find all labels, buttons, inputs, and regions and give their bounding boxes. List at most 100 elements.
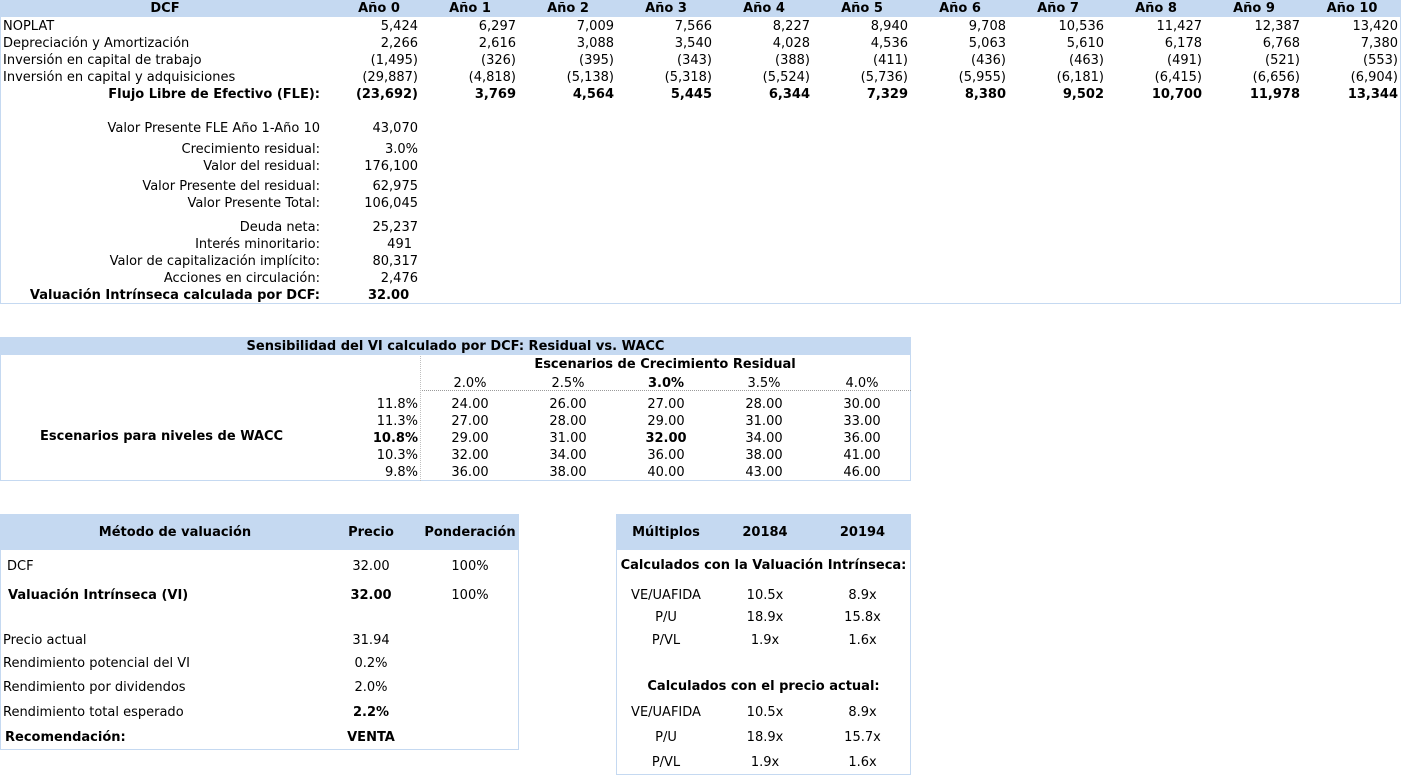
sensitivity-cell: 24.00 <box>451 397 489 412</box>
dcf-cell: 3,769 <box>474 87 516 102</box>
multiples-year2: 1.6x <box>848 755 877 770</box>
dcf-cell: (4,818) <box>468 70 516 85</box>
multiples-year1: 18.9x <box>746 610 784 625</box>
multiples-label: P/VL <box>651 755 681 770</box>
dcf-cell: 9,708 <box>968 19 1006 34</box>
dcf-summary-value: 25,237 <box>372 220 419 235</box>
dcf-cell: 7,380 <box>1360 36 1398 51</box>
dcf-year-header: Año 8 <box>1135 1 1177 16</box>
valuation-detail-label: Recomendación: <box>5 730 126 745</box>
valuation-price: 32.00 <box>352 559 390 574</box>
dcf-cell: (5,955) <box>958 70 1006 85</box>
dcf-cell: 8,940 <box>870 19 908 34</box>
multiples-year2: 15.8x <box>844 610 881 625</box>
sensitivity-vertical-divider <box>420 356 421 481</box>
dcf-cell: 9,502 <box>1062 87 1104 102</box>
sensitivity-cell: 36.00 <box>647 448 685 463</box>
multiples-label: P/U <box>655 730 677 745</box>
valuation-weight: 100% <box>451 559 489 574</box>
multiples-label: P/U <box>655 610 677 625</box>
dcf-year-header: Año 0 <box>358 1 400 16</box>
dcf-row-label: Depreciación y Amortización <box>3 36 190 51</box>
valuation-method: DCF <box>7 559 34 574</box>
sensitivity-cell: 31.00 <box>549 431 587 446</box>
dcf-cell: 11,978 <box>1249 87 1300 102</box>
sensitivity-growth-value: 3.5% <box>747 376 781 391</box>
dcf-summary-label: Acciones en circulación: <box>163 271 320 286</box>
dcf-cell: (29,887) <box>362 70 418 85</box>
multiples-year1: 10.5x <box>746 705 784 720</box>
sensitivity-cell: 41.00 <box>843 448 881 463</box>
dcf-summary-label: Valuación Intrínseca calculada por DCF: <box>29 288 320 303</box>
dcf-cell: (5,736) <box>860 70 908 85</box>
multiples-year1: 1.9x <box>750 633 780 648</box>
dcf-cell: 6,344 <box>768 87 810 102</box>
dcf-summary-value: 62,975 <box>372 179 419 194</box>
sensitivity-cell: 27.00 <box>451 414 489 429</box>
multiples-year1: 1.9x <box>750 755 780 770</box>
sensitivity-wacc-value: 9.8% <box>384 465 418 480</box>
dcf-cell: (326) <box>481 53 516 68</box>
sensitivity-cell: 30.00 <box>843 397 881 412</box>
valuation-header-bar <box>0 514 519 550</box>
sensitivity-header-bar <box>0 337 911 355</box>
dcf-row-label: NOPLAT <box>3 19 55 34</box>
dcf-row-label: Flujo Libre de Efectivo (FLE): <box>108 87 320 102</box>
sensitivity-cell: 43.00 <box>745 465 783 480</box>
multiples-label-header: Múltiplos <box>632 525 700 540</box>
valuation-detail-label: Rendimiento potencial del VI <box>3 656 190 671</box>
dcf-cell: 10,536 <box>1058 19 1105 34</box>
dcf-cell: 7,009 <box>576 19 614 34</box>
sensitivity-cell: 38.00 <box>549 465 587 480</box>
dcf-cell: 5,610 <box>1066 36 1104 51</box>
multiples-section2-title: Calculados con el precio actual: <box>647 679 880 694</box>
multiples-year1: 18.9x <box>746 730 784 745</box>
dcf-cell: 5,445 <box>670 87 712 102</box>
dcf-cell: 2,616 <box>478 36 516 51</box>
dcf-cell: (491) <box>1167 53 1202 68</box>
dcf-summary-label: Crecimiento residual: <box>181 142 320 157</box>
sensitivity-cell: 29.00 <box>451 431 489 446</box>
dcf-year-header: Año 1 <box>449 1 491 16</box>
dcf-summary-value: 491 <box>387 237 412 252</box>
dcf-cell: (23,692) <box>355 87 418 102</box>
dcf-summary-value: 43,070 <box>372 121 419 136</box>
sensitivity-wacc-value: 10.3% <box>376 448 418 463</box>
dcf-cell: (343) <box>677 53 712 68</box>
sensitivity-growth-value: 4.0% <box>845 376 879 391</box>
dcf-cell: (6,181) <box>1056 70 1104 85</box>
dcf-cell: (436) <box>971 53 1006 68</box>
dcf-summary-value: 80,317 <box>372 254 419 269</box>
dcf-cell: (463) <box>1069 53 1104 68</box>
dcf-year-header: Año 6 <box>939 1 981 16</box>
dcf-cell: (395) <box>579 53 614 68</box>
dcf-row-label: Inversión en capital de trabajo <box>3 53 202 68</box>
multiples-label: P/VL <box>651 633 681 648</box>
dcf-year-header: Año 7 <box>1037 1 1079 16</box>
dcf-summary-label: Interés minoritario: <box>195 237 320 252</box>
sensitivity-cell: 28.00 <box>549 414 587 429</box>
valuation-detail-label: Rendimiento total esperado <box>3 705 184 720</box>
dcf-year-header: Año 4 <box>743 1 785 16</box>
dcf-cell: 4,028 <box>772 36 810 51</box>
valuation-weight: 100% <box>451 588 489 603</box>
dcf-cell: (5,318) <box>664 70 712 85</box>
dcf-row-label: Inversión en capital y adquisiciones <box>3 70 236 85</box>
valuation-detail-label: Precio actual <box>3 633 87 648</box>
sensitivity-growth-value: 3.0% <box>647 376 685 391</box>
dcf-cell: (5,138) <box>566 70 614 85</box>
sensitivity-cell: 31.00 <box>745 414 783 429</box>
sensitivity-row-header: Escenarios para niveles de WACC <box>40 429 284 444</box>
multiples-year2: 8.9x <box>848 705 877 720</box>
multiples-year1: 10.5x <box>746 588 784 603</box>
multiples-year2: 8.9x <box>848 588 877 603</box>
dcf-cell: 11,427 <box>1156 19 1203 34</box>
sensitivity-cell: 32.00 <box>645 431 687 446</box>
dcf-cell: (521) <box>1265 53 1300 68</box>
multiples-year1-header: 20184 <box>742 525 788 540</box>
sensitivity-cell: 46.00 <box>843 465 881 480</box>
valuation-price: 32.00 <box>350 588 392 603</box>
dcf-cell: (388) <box>775 53 810 68</box>
multiples-label: VE/UAFIDA <box>631 588 701 603</box>
dcf-year-header: Año 3 <box>645 1 687 16</box>
